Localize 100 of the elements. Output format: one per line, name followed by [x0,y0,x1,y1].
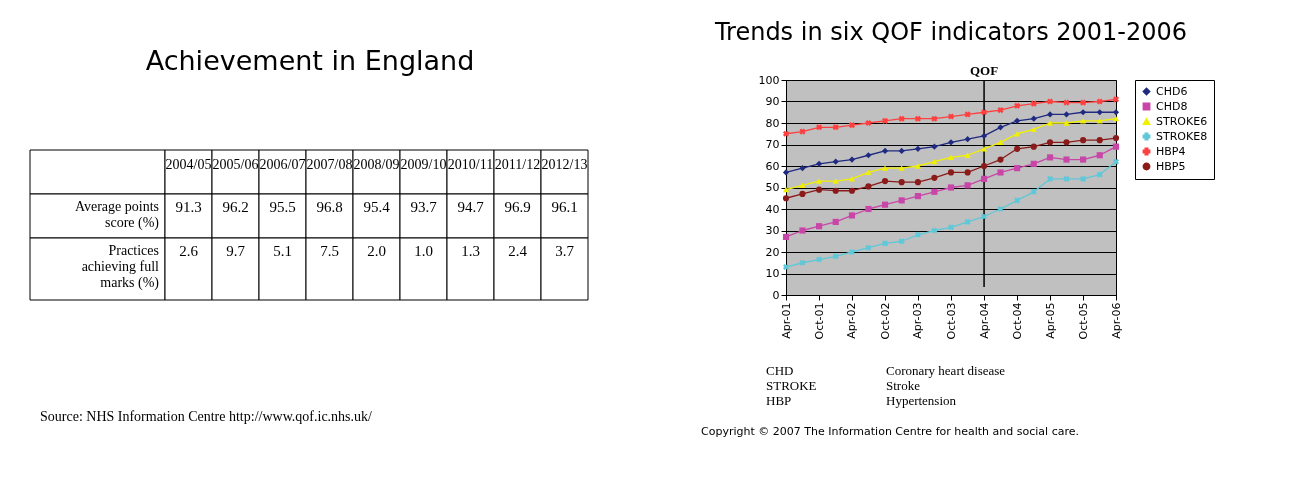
text: STROKE [766,378,817,393]
data-label: 95.4 [363,199,391,215]
point [898,147,905,155]
point [799,182,806,189]
point [1063,120,1070,126]
point [1063,139,1070,146]
y-tick-label: 70 [765,138,780,151]
point [997,107,1004,114]
point [1080,118,1087,124]
point [1063,111,1070,118]
data-label: 96.2 [222,199,249,215]
point [947,184,955,191]
point [964,218,971,225]
point [881,147,889,155]
point [815,160,823,167]
point [914,145,922,152]
point [947,139,955,146]
x-tick-label: Apr-03 [911,302,925,339]
point [881,117,889,124]
point [997,205,1004,213]
legend-label: HBP4 [1156,144,1186,158]
text: Stroke [886,378,921,393]
y-tick-label: 10 [765,267,780,280]
point [782,130,790,137]
point [1046,154,1054,161]
point [1063,175,1070,182]
point [1080,109,1087,116]
point [981,213,988,220]
x-tick-label: Apr-01 [779,302,793,339]
point [832,158,839,165]
point [931,188,938,195]
text: HBP [766,393,792,408]
point [898,179,905,186]
point [1080,137,1087,144]
data-label: 3.7 [555,243,575,259]
series-label: Average points score (%) [74,199,160,231]
point [782,195,790,202]
category-label: 2006/07 [259,157,306,172]
legend-label: CHD6 [1156,84,1188,98]
point [881,177,889,185]
point [914,231,921,238]
point [832,218,839,225]
point [997,139,1004,146]
y-tick-label: 80 [765,116,780,130]
point [1063,156,1070,163]
point [782,264,790,271]
data-label: 93.7 [410,199,438,215]
point [881,201,889,208]
point [1096,171,1103,178]
text: Coronary heart disease [886,363,1006,378]
category-label: 2007/08 [306,157,353,172]
point [898,197,905,204]
category-label: 2005/06 [212,157,259,172]
point [1030,160,1037,167]
point [1046,120,1054,126]
point [1080,99,1087,106]
x-tick-label: Oct-05 [1076,302,1090,340]
point [848,212,856,219]
point [947,113,955,120]
text: CHD [766,363,794,378]
point [832,187,839,194]
data-label: 2.0 [367,243,386,259]
point [1014,117,1021,124]
point [799,227,806,234]
legend-label: HBP5 [1156,159,1186,173]
point [865,119,872,127]
point [865,183,872,190]
x-tick-label: Oct-02 [878,302,892,340]
source-note: Source: NHS Information Centre http://www.qof.ic.nhs.uk/ [40,409,373,424]
point [865,152,872,159]
point [1030,115,1037,122]
data-label: 9.7 [226,243,246,259]
point [1014,197,1021,204]
point [1030,126,1037,133]
data-label: 7.5 [320,243,339,259]
data-label: 2.6 [179,243,199,259]
x-tick-label: Oct-03 [944,302,958,340]
legend-label: STROKE6 [1156,114,1208,128]
data-label: 1.3 [461,243,480,259]
point [964,169,971,176]
point [964,152,971,158]
point [1046,175,1054,182]
point [931,115,938,122]
point [947,224,955,231]
point [931,174,938,181]
data-label: 91.3 [175,199,202,215]
point [914,115,921,122]
point [848,122,856,129]
point [980,162,988,170]
point [1096,137,1103,144]
series-label: Practices achieving full marks (%) [81,243,160,291]
point [848,187,856,194]
point [1096,118,1103,124]
y-tick-label: 20 [765,245,780,259]
point [1046,111,1054,118]
x-tick-label: Apr-05 [1043,302,1057,339]
point [1014,102,1021,109]
y-tick-label: 60 [765,159,780,173]
y-tick-label: 100 [758,73,780,87]
point [799,165,806,172]
